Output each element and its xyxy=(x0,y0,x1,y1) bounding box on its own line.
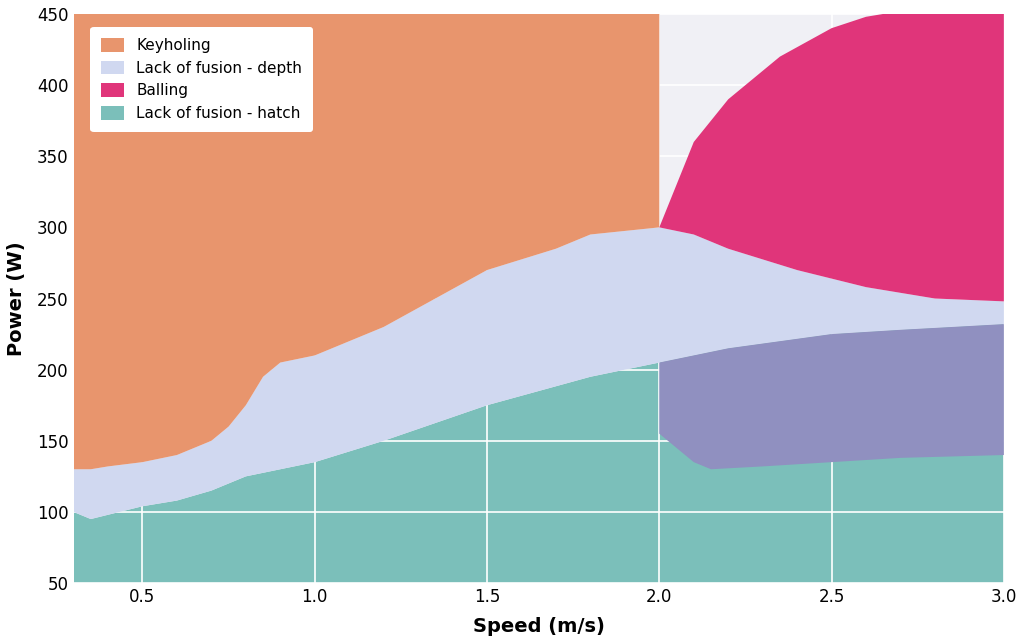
Polygon shape xyxy=(74,14,659,469)
Polygon shape xyxy=(74,324,1004,583)
Polygon shape xyxy=(607,14,1004,302)
X-axis label: Speed (m/s): Speed (m/s) xyxy=(473,617,604,636)
Y-axis label: Power (W): Power (W) xyxy=(7,241,26,356)
Polygon shape xyxy=(74,228,1004,519)
Polygon shape xyxy=(659,324,1004,469)
Legend: Keyholing, Lack of fusion - depth, Balling, Lack of fusion - hatch: Keyholing, Lack of fusion - depth, Balli… xyxy=(90,27,313,132)
